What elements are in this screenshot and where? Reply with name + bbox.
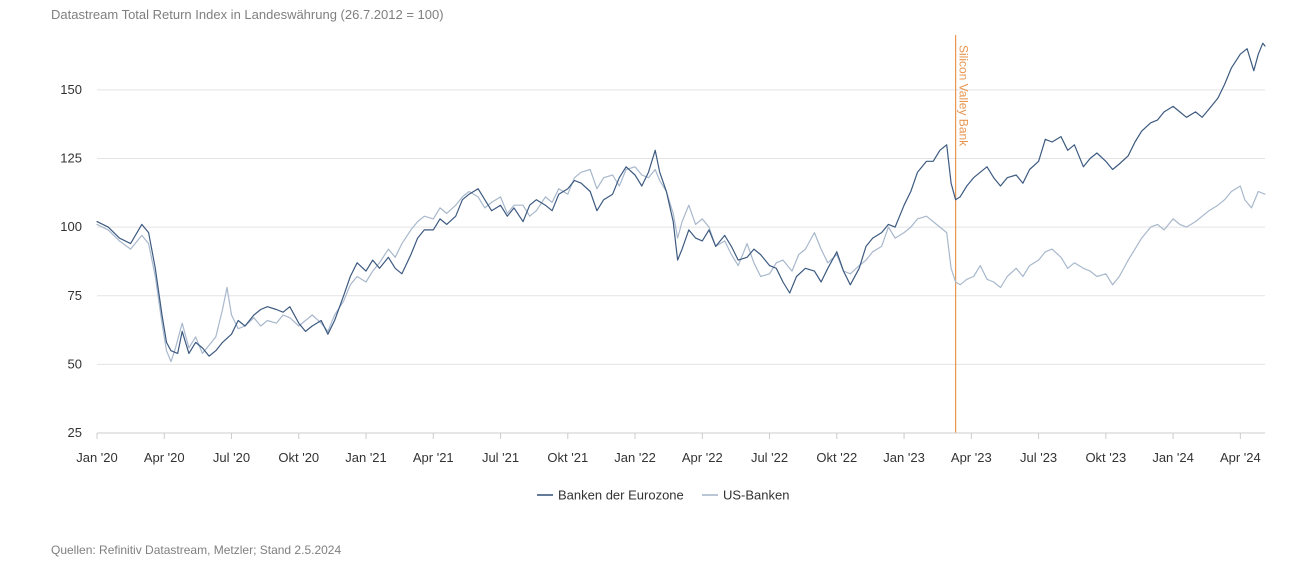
source-note: Quellen: Refinitiv Datastream, Metzler; …	[51, 543, 342, 557]
x-tick-label-10: Jul '22	[751, 450, 788, 465]
x-tick-label-17: Apr '24	[1220, 450, 1261, 465]
annotation-label: Silicon Valley Bank	[957, 45, 971, 147]
x-tick-label-14: Jul '23	[1020, 450, 1057, 465]
y-tick-label-50: 50	[68, 356, 82, 371]
x-tick-label-3: Okt '20	[278, 450, 319, 465]
series-line-us	[96, 166, 1266, 363]
y-tick-label-75: 75	[68, 288, 82, 303]
x-tick-label-5: Apr '21	[413, 450, 454, 465]
x-tick-label-4: Jan '21	[345, 450, 387, 465]
y-tick-label-150: 150	[60, 82, 82, 97]
x-tick-label-8: Jan '22	[614, 450, 656, 465]
x-tick-label-6: Jul '21	[482, 450, 519, 465]
y-tick-label-25: 25	[68, 425, 82, 440]
legend-label-us[interactable]: US-Banken	[723, 488, 789, 503]
x-tick-label-11: Okt '22	[816, 450, 857, 465]
y-tick-label-125: 125	[60, 151, 82, 166]
x-tick-label-1: Apr '20	[144, 450, 185, 465]
x-tick-label-16: Jan '24	[1152, 450, 1194, 465]
x-tick-label-12: Jan '23	[883, 450, 925, 465]
grid-lines	[97, 89, 1265, 434]
x-tick-label-2: Jul '20	[213, 450, 250, 465]
annotation-group: Silicon Valley Bank	[955, 35, 971, 433]
x-tick-label-15: Okt '23	[1085, 450, 1126, 465]
y-axis: 25 50 75 100 125 150	[60, 82, 82, 440]
x-tick-label-9: Apr '22	[682, 450, 723, 465]
series-lines	[96, 42, 1266, 363]
x-tick-label-0: Jan '20	[76, 450, 118, 465]
x-tick-label-7: Okt '21	[547, 450, 588, 465]
series-line-eurozone	[96, 42, 1266, 357]
chart-subtitle: Datastream Total Return Index in Landesw…	[51, 7, 444, 22]
x-tick-label-13: Apr '23	[951, 450, 992, 465]
legend: Banken der Eurozone US-Banken	[537, 488, 789, 503]
y-tick-label-100: 100	[60, 219, 82, 234]
x-axis: Jan '20 Apr '20 Jul '20 Okt '20 Jan '21 Apr '…	[76, 432, 1265, 465]
legend-label-eurozone[interactable]: Banken der Eurozone	[558, 488, 684, 503]
